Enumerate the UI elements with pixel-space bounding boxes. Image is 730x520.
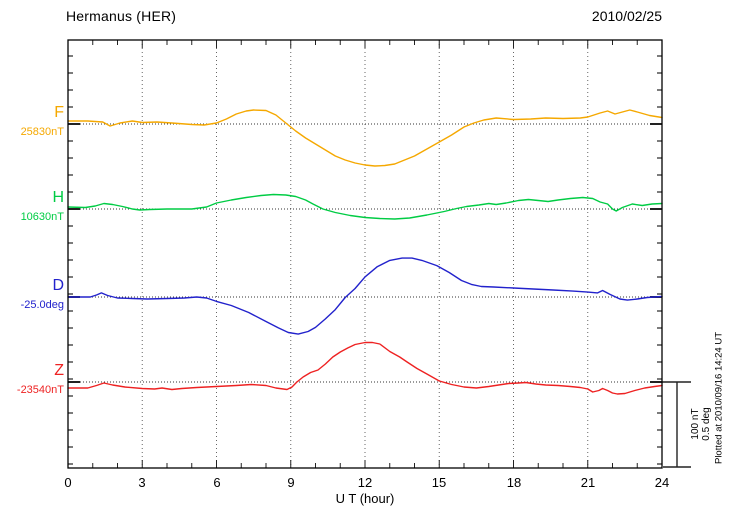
trace-label-z: Z	[54, 362, 64, 379]
x-tick-label-24: 24	[654, 475, 670, 490]
trace-D	[67, 257, 663, 335]
trace-Z	[67, 341, 663, 395]
plot-date: 2010/02/25	[591, 8, 662, 24]
x-axis-title: U T (hour)	[335, 491, 395, 506]
trace-baseline-value-d: -25.0deg	[20, 299, 64, 311]
trace-F	[67, 109, 663, 167]
x-tick-label-18: 18	[506, 475, 522, 490]
scale-bar-label: 100 nT 0.5 deg	[690, 407, 712, 440]
station-title: Hermanus (HER)	[66, 8, 177, 24]
scale-bar-nt: 100 nT	[690, 408, 701, 440]
x-tick-label-0: 0	[64, 475, 72, 490]
plot-frame	[67, 39, 663, 469]
trace-H	[67, 193, 663, 220]
trace-label-d: D	[52, 277, 64, 294]
x-tick-label-21: 21	[580, 475, 596, 490]
x-tick-label-9: 9	[287, 475, 295, 490]
x-tick-label-12: 12	[357, 475, 373, 490]
scale-bar-deg: 0.5 deg	[701, 407, 712, 441]
x-tick-label-3: 3	[138, 475, 146, 490]
trace-baseline-value-h: 10630nT	[20, 211, 64, 223]
trace-label-h: H	[52, 189, 64, 206]
trace-baseline-value-z: -23540nT	[16, 384, 64, 396]
x-tick-label-6: 6	[213, 475, 221, 490]
trace-baseline-value-f: 25830nT	[20, 126, 64, 138]
trace-label-f: F	[54, 104, 64, 121]
x-tick-label-15: 15	[431, 475, 447, 490]
plotted-at-note: Plotted at 2010/09/16 14:24 UT	[713, 331, 725, 465]
